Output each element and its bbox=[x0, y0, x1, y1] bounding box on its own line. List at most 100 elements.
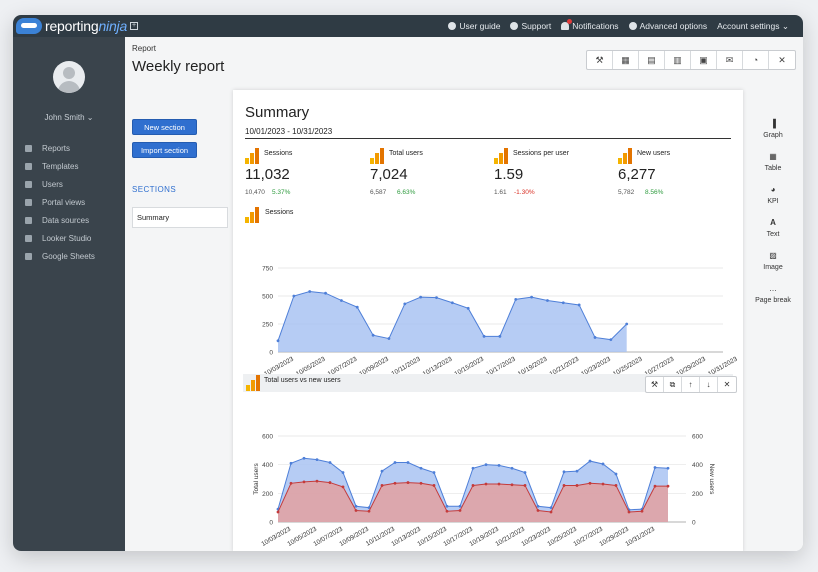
copy-icon[interactable]: ⧉ bbox=[664, 377, 682, 392]
data-point bbox=[484, 482, 488, 486]
topnav-notifications[interactable]: Notifications bbox=[561, 19, 619, 31]
data-point bbox=[380, 484, 384, 487]
data-point bbox=[341, 485, 345, 489]
kpi-icon: ◕ bbox=[770, 185, 776, 194]
wrench-icon[interactable]: ⚒ bbox=[587, 51, 613, 69]
sidebar-nav: Reports Templates Users Portal views Dat… bbox=[25, 139, 95, 265]
username[interactable]: John Smith ⌄ bbox=[44, 113, 94, 122]
support-icon bbox=[510, 22, 519, 30]
data-point bbox=[549, 506, 553, 510]
chart2-toolbar: ⚒ ⧉ ↑ ↓ ✕ bbox=[645, 376, 737, 393]
sidebar-item-looker-studio[interactable]: Looker Studio bbox=[25, 229, 95, 247]
data-point bbox=[302, 456, 306, 460]
topnav-support[interactable]: Support bbox=[510, 21, 551, 31]
data-point bbox=[575, 484, 579, 487]
email-icon[interactable]: ✉ bbox=[717, 51, 743, 69]
section-item-summary[interactable]: Summary bbox=[132, 207, 228, 228]
topnav-advanced-options[interactable]: Advanced options bbox=[628, 21, 707, 31]
breadcrumb[interactable]: Report bbox=[132, 44, 157, 53]
widget-text[interactable]: A Text bbox=[766, 218, 780, 238]
widget-page-break[interactable]: … Page break bbox=[755, 284, 791, 304]
y-axis-label-left: Total users bbox=[253, 463, 260, 495]
data-point bbox=[315, 458, 319, 462]
analytics-icon bbox=[370, 148, 384, 164]
y-tick-label: 200 bbox=[262, 491, 273, 498]
data-point bbox=[387, 337, 391, 340]
sidebar-item-users[interactable]: Users bbox=[25, 175, 95, 193]
topnav-account-settings[interactable]: Account settings ⌄ bbox=[717, 20, 789, 31]
sidebar-item-templates[interactable]: Templates bbox=[25, 157, 95, 175]
import-section-button[interactable]: Import section bbox=[132, 142, 197, 158]
sidebar-item-google-sheets[interactable]: Google Sheets bbox=[25, 247, 95, 265]
chart2-header[interactable]: Total users vs new users bbox=[243, 374, 733, 392]
sidebar-item-reports[interactable]: Reports bbox=[25, 139, 95, 157]
data-point bbox=[341, 471, 345, 474]
trash-icon[interactable]: ✕ bbox=[723, 380, 731, 389]
logo-text: reportingninja bbox=[45, 18, 128, 34]
trash-icon[interactable]: ✕ bbox=[778, 54, 786, 65]
y-tick-label-right: 600 bbox=[692, 434, 703, 441]
database-icon[interactable]: ▣ bbox=[691, 51, 717, 69]
expand-icon[interactable]: + bbox=[130, 22, 139, 30]
data-point bbox=[482, 334, 486, 338]
widget-table[interactable]: ▦ Table bbox=[764, 152, 782, 172]
data-point bbox=[302, 480, 306, 484]
data-point bbox=[536, 504, 540, 508]
users-icon bbox=[25, 180, 32, 188]
graph-icon: ▐ bbox=[770, 119, 776, 128]
kpi-previous: 10,470 bbox=[245, 189, 265, 196]
data-point bbox=[471, 484, 475, 487]
avatar[interactable] bbox=[53, 61, 85, 93]
data-point bbox=[328, 481, 332, 484]
data-point bbox=[666, 484, 670, 488]
sidebar-item-portal-views[interactable]: Portal views bbox=[25, 193, 95, 211]
series-area-sessions bbox=[278, 291, 627, 352]
logo[interactable]: reportingninja + bbox=[16, 16, 139, 36]
y-tick-label: 250 bbox=[262, 322, 273, 329]
data-point bbox=[523, 471, 527, 474]
widget-kpi[interactable]: ◕ KPI bbox=[767, 185, 779, 205]
data-point bbox=[653, 484, 657, 488]
y-tick-label-right: 0 bbox=[692, 520, 696, 527]
divider bbox=[245, 138, 731, 139]
date-range[interactable]: 10/01/2023 - 10/31/2023 bbox=[245, 127, 333, 136]
kpi-value: 6,277 bbox=[618, 166, 656, 183]
table-icon: ▦ bbox=[769, 152, 777, 161]
calendar-icon[interactable]: ▦ bbox=[613, 51, 639, 69]
analytics-icon bbox=[618, 148, 632, 164]
data-point bbox=[497, 482, 501, 486]
data-point bbox=[666, 466, 670, 470]
data-point bbox=[510, 466, 514, 470]
topnav-user-guide[interactable]: User guide bbox=[448, 21, 500, 31]
kpi-change: 5.37% bbox=[272, 189, 291, 196]
series-area-new-users bbox=[278, 481, 668, 522]
kpi-label: Sessions per user bbox=[513, 150, 570, 157]
data-point bbox=[289, 461, 293, 465]
data-point bbox=[435, 296, 438, 300]
y-tick-label: 400 bbox=[262, 462, 273, 469]
data-point bbox=[601, 462, 605, 466]
data-point bbox=[577, 303, 581, 307]
data-point bbox=[367, 506, 371, 510]
data-point bbox=[458, 504, 462, 508]
report-page: Summary 10/01/2023 - 10/31/2023 Sessions… bbox=[233, 90, 743, 551]
pdf-icon[interactable]: ▤ bbox=[639, 51, 665, 69]
page-title: Weekly report bbox=[132, 58, 225, 75]
data-point bbox=[403, 302, 407, 306]
excel-icon[interactable]: ▥ bbox=[665, 51, 691, 69]
plus-circle-icon bbox=[628, 22, 637, 30]
sheets-icon bbox=[25, 252, 32, 260]
move-up-icon[interactable]: ↑ bbox=[682, 377, 700, 392]
data-point bbox=[498, 334, 502, 338]
widget-image[interactable]: ▨ Image bbox=[763, 251, 783, 271]
widget-graph[interactable]: ▐ Graph bbox=[763, 119, 783, 139]
sidebar-item-data-sources[interactable]: Data sources bbox=[25, 211, 95, 229]
wrench-icon[interactable]: ⚒ bbox=[646, 377, 664, 392]
data-point bbox=[627, 510, 631, 514]
new-section-button[interactable]: New section bbox=[132, 119, 197, 135]
move-down-icon[interactable]: ↓ bbox=[700, 377, 718, 392]
report-toolbar: ⚒ ▦ ▤ ▥ ▣ ✉ ◔ ✕ bbox=[586, 50, 796, 70]
clock-icon[interactable]: ◔ bbox=[743, 51, 769, 69]
